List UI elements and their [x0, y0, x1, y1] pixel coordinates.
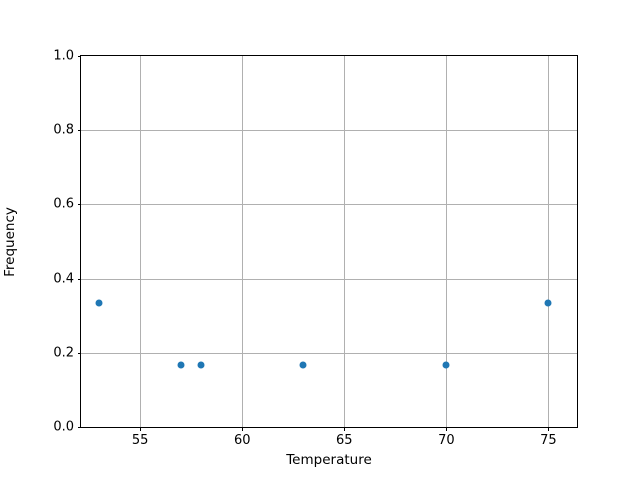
gridline-vertical — [446, 56, 448, 427]
x-axis-tick — [446, 427, 448, 431]
x-axis-tick — [548, 427, 550, 431]
gridline-horizontal — [81, 278, 577, 280]
scatter-point — [442, 361, 450, 369]
x-axis-label-text: Temperature — [286, 452, 372, 468]
scatter-point — [95, 299, 103, 307]
y-axis-tick — [77, 352, 81, 354]
x-axis-tick-label: 60 — [233, 433, 251, 448]
scatter-point — [299, 361, 307, 369]
scatter-point — [177, 361, 185, 369]
scatter-point — [197, 361, 205, 369]
x-axis-tick-label: 55 — [131, 433, 149, 448]
gridline-vertical — [344, 56, 346, 427]
x-axis-tick-label: 65 — [336, 433, 353, 448]
y-axis-tick-label: 0.6 — [53, 196, 74, 212]
gridline-horizontal — [81, 130, 577, 132]
y-axis-tick — [77, 278, 81, 280]
x-axis-tick-label: 75 — [540, 433, 557, 448]
y-axis-tick — [77, 56, 81, 57]
x-axis-tick — [344, 427, 346, 431]
y-axis-tick-label: 0.8 — [53, 122, 74, 138]
x-axis-tick-label: 70 — [438, 433, 455, 448]
y-axis-tick-label: 0.4 — [53, 271, 74, 287]
y-axis-tick-label: 0.0 — [53, 419, 74, 435]
gridline-horizontal — [81, 204, 577, 206]
gridline-horizontal — [81, 352, 577, 354]
y-axis-tick — [77, 204, 81, 206]
y-axis-tick-label: 0.2 — [53, 345, 74, 361]
y-axis-tick — [77, 427, 81, 428]
scatter-point — [544, 299, 552, 307]
gridline-vertical — [140, 56, 142, 427]
plot-area: 55 60 65 70 75 0.0 0.2 0.4 0.6 0.8 1.0 — [53, 49, 578, 448]
x-axis-tick — [140, 427, 142, 431]
y-axis-tick — [77, 130, 81, 132]
x-axis-label: Temperature — [80, 452, 578, 468]
y-axis-label: Frequency — [0, 55, 20, 428]
gridline-vertical — [548, 56, 550, 427]
x-axis-tick — [242, 427, 244, 431]
y-axis-label-text: Frequency — [2, 206, 18, 277]
gridline-vertical — [242, 56, 244, 427]
y-axis-tick-label: 1.0 — [53, 48, 74, 64]
